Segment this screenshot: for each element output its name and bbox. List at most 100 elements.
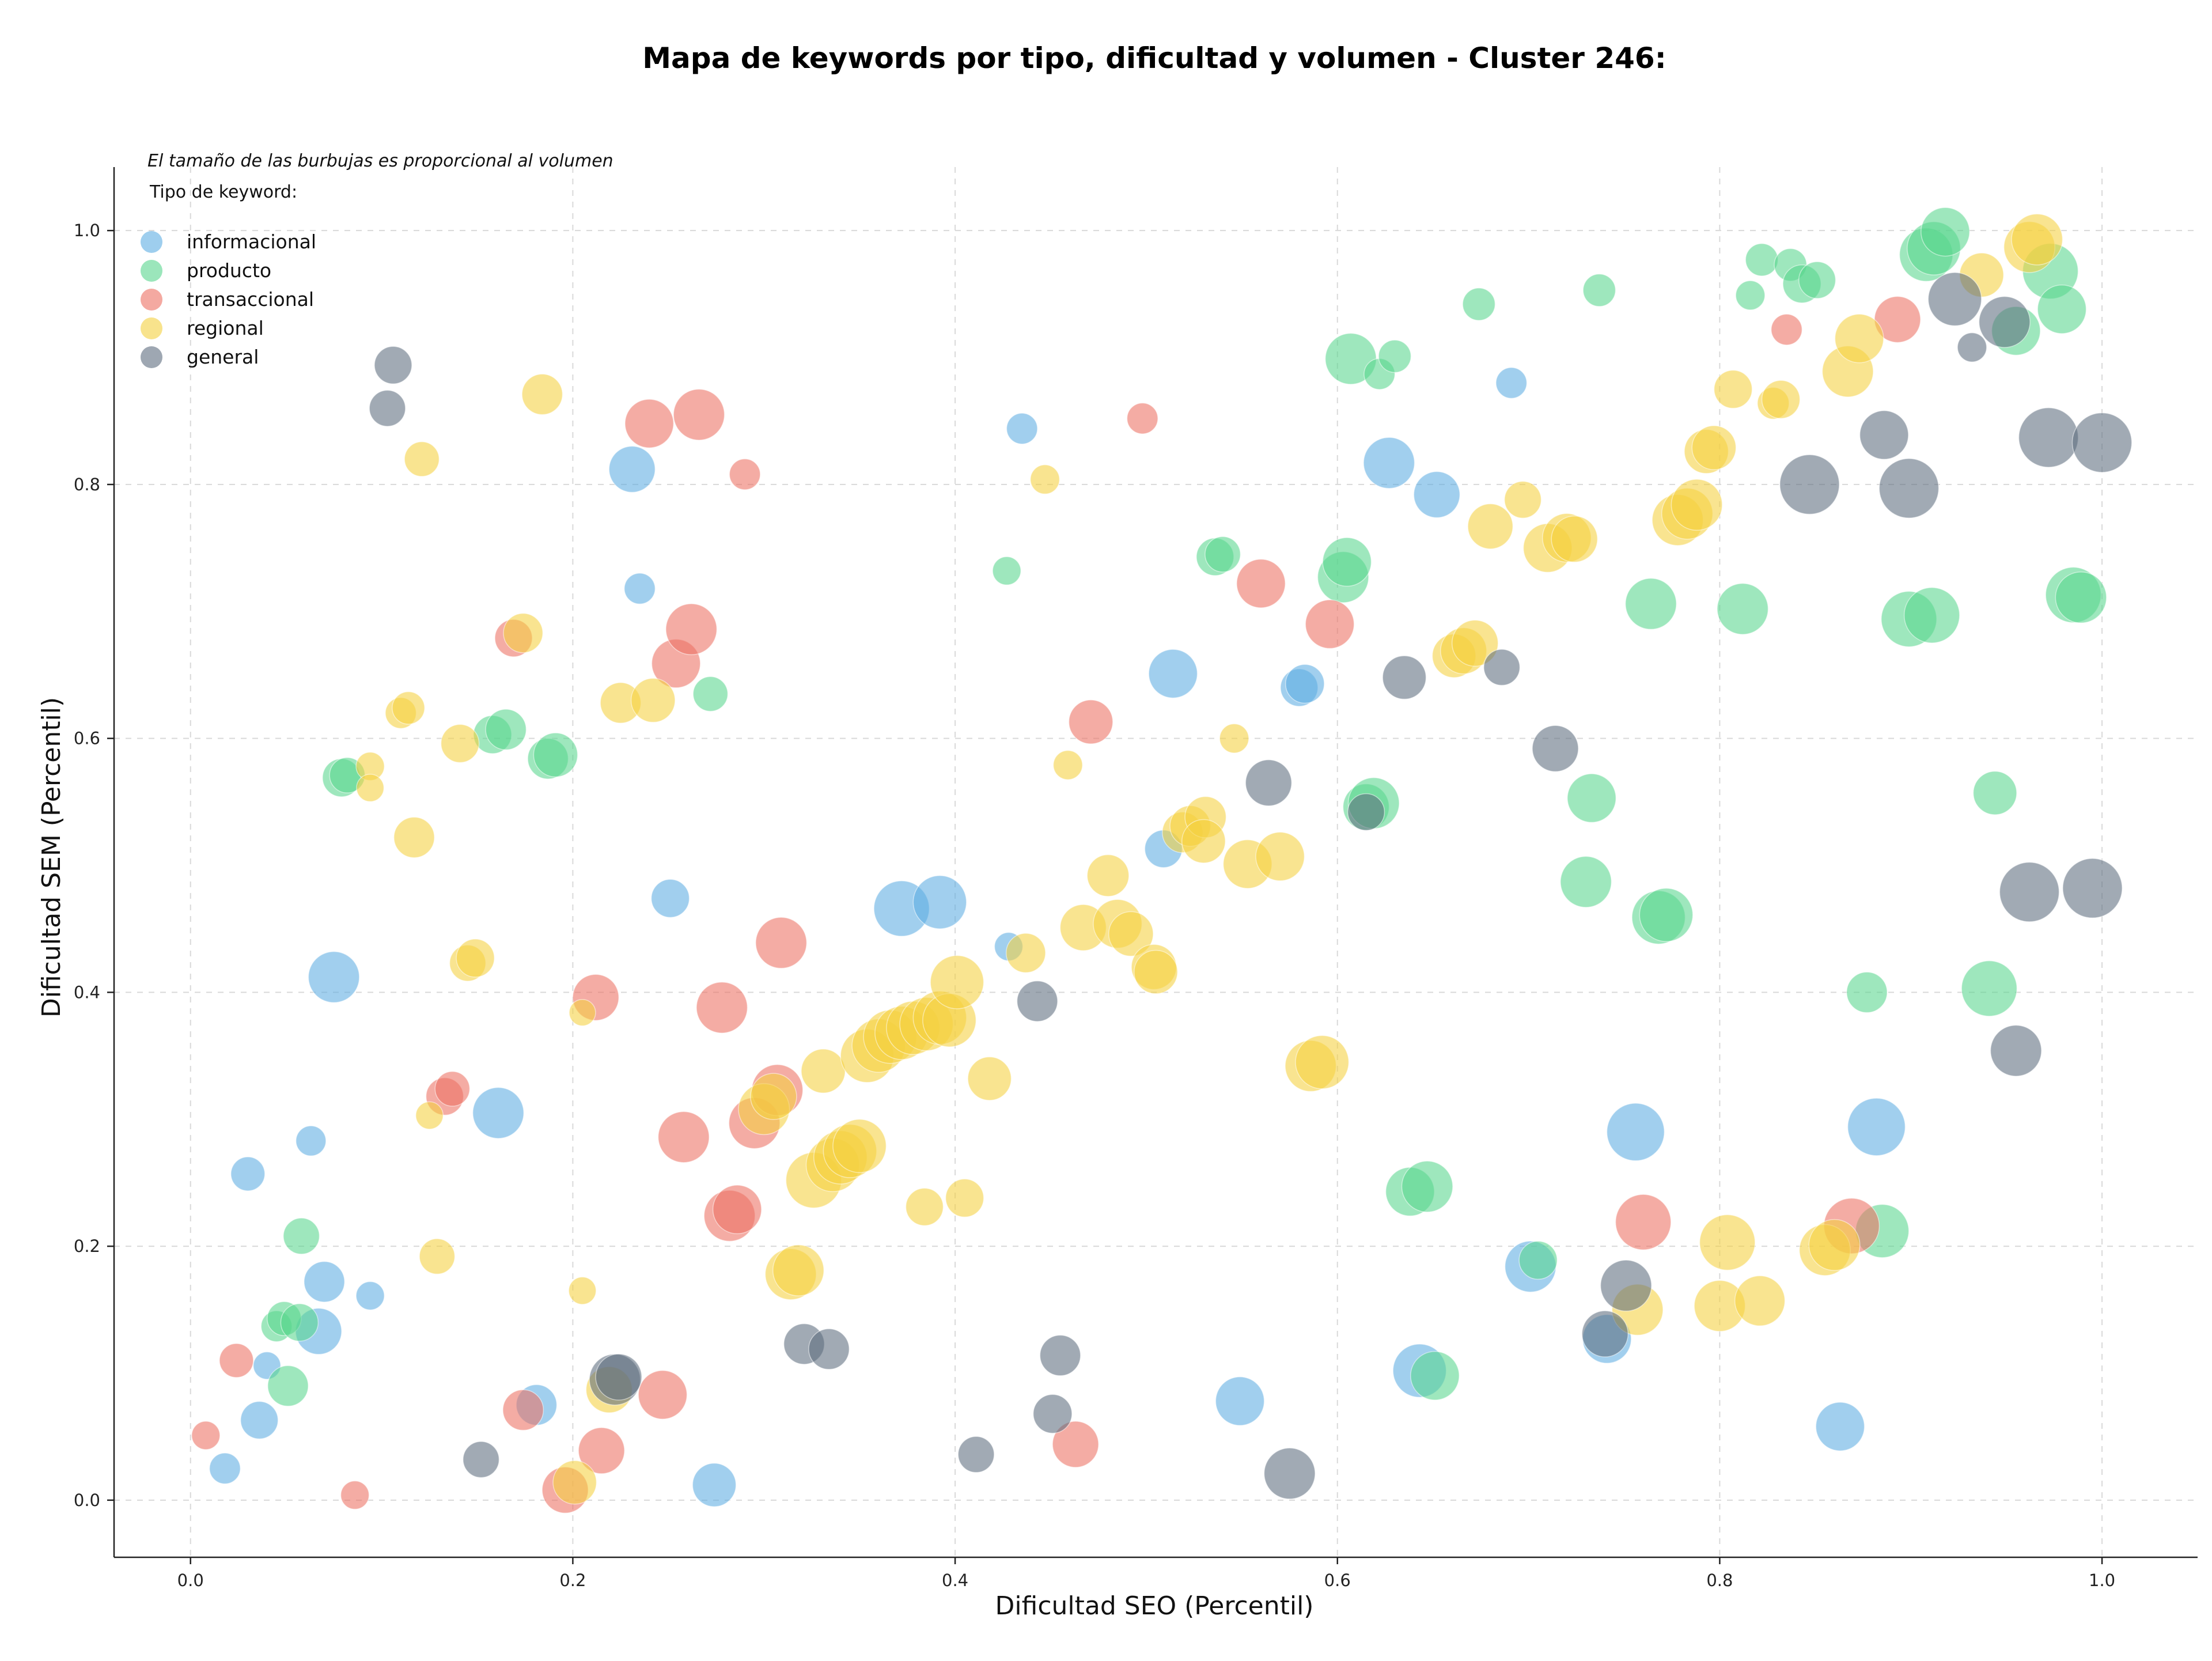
bubble-transaccional (624, 399, 675, 449)
chart-title: Mapa de keywords por tipo, dificultad y … (642, 41, 1666, 75)
bubble-informacional (295, 1125, 327, 1156)
bubble-regional (930, 955, 984, 1009)
bubble-informacional (1363, 437, 1415, 489)
bubble-general (1957, 332, 1987, 362)
bubble-regional (1734, 1275, 1786, 1327)
x-tick-label: 0.0 (177, 1571, 204, 1590)
bubble-producto (1378, 339, 1412, 373)
bubble-general (2071, 412, 2133, 473)
bubble-producto (2037, 284, 2087, 334)
bubble-regional (1671, 479, 1723, 531)
bubble-general (1039, 1334, 1081, 1376)
x-tick-label: 0.6 (1324, 1571, 1351, 1590)
bubble-informacional (1413, 471, 1461, 519)
x-tick-label: 0.4 (942, 1571, 968, 1590)
bubble-informacional (1148, 649, 1198, 699)
bubble-regional (832, 1119, 887, 1173)
bubble-transaccional (1126, 402, 1158, 434)
legend-label: general (187, 346, 259, 368)
bubble-layer (191, 207, 2133, 1514)
bubble-informacional (209, 1452, 241, 1485)
bubble-general (1999, 861, 2060, 922)
bubble-regional (1134, 949, 1178, 994)
bubble-transaccional (1052, 1421, 1099, 1468)
bubble-regional (1181, 819, 1226, 864)
bubble-regional (801, 1049, 846, 1094)
bubble-general (1382, 655, 1427, 700)
x-tick-label: 1.0 (2089, 1571, 2115, 1590)
bubble-general (1483, 649, 1521, 686)
bubble-producto (992, 556, 1021, 586)
legend-marker (141, 231, 162, 253)
bubble-producto (1745, 243, 1779, 277)
bubble-producto (533, 732, 578, 778)
bubble-regional (1761, 380, 1801, 419)
y-tick-label: 0.8 (74, 475, 100, 494)
axes: 0.0 0.2 0.4 0.6 0.8 1.0 0.0 0.2 0.4 0.6 0.8 1.0 (74, 167, 2198, 1590)
bubble-transaccional (1771, 313, 1803, 346)
bubble-informacional (1606, 1103, 1665, 1161)
bubble-transaccional (340, 1480, 370, 1510)
bubble-transaccional (578, 1427, 625, 1474)
bubble-transaccional (219, 1343, 254, 1378)
legend-marker (141, 260, 162, 282)
bubble-regional (772, 1244, 824, 1296)
bubble-transaccional (1236, 558, 1286, 608)
bubble-producto (267, 1365, 309, 1407)
bubble-regional (1005, 933, 1046, 973)
bubble-general (1990, 1024, 2042, 1077)
bubble-regional (440, 724, 480, 763)
y-axis-label: Dificultad SEM (Percentil) (37, 697, 66, 1017)
bubble-regional (521, 373, 563, 415)
bubble-transaccional (712, 1185, 762, 1235)
legend-label: transaccional (187, 288, 314, 311)
bubble-regional (456, 939, 495, 978)
bubble-transaccional (502, 1389, 544, 1431)
bubble-regional (1451, 619, 1499, 667)
bubble-producto (1560, 856, 1612, 908)
bubble-informacional (1285, 664, 1325, 704)
bubble-regional (1551, 515, 1598, 563)
bubble-regional (503, 612, 543, 653)
bubble-transaccional (755, 917, 808, 969)
bubble-informacional (1815, 1402, 1865, 1451)
bubble-regional (1699, 1214, 1756, 1271)
y-tick-label: 0.6 (74, 729, 100, 748)
bubble-producto (1518, 1240, 1558, 1280)
bubble-regional (1255, 831, 1305, 881)
y-tick-label: 0.2 (74, 1236, 100, 1256)
bubble-regional (1108, 911, 1154, 957)
bubble-producto (1322, 537, 1372, 587)
bubble-regional (1503, 480, 1542, 519)
bubble-transaccional (657, 1111, 710, 1163)
bubble-informacional (912, 875, 967, 929)
bubble-transaccional (434, 1071, 471, 1107)
bubble-general (1600, 1259, 1652, 1312)
bubble-general (1978, 296, 2031, 348)
bubble-producto (485, 709, 527, 751)
bubble-regional (415, 1101, 444, 1130)
bubble-general (1263, 1447, 1316, 1500)
bubble-general (1859, 410, 1909, 460)
bubble-regional (1219, 723, 1249, 754)
bubble-transaccional (191, 1421, 221, 1450)
bubble-regional (2011, 213, 2063, 266)
legend-label: regional (187, 317, 264, 339)
bubble-general (595, 1353, 642, 1401)
bubble-regional (630, 678, 676, 723)
bubble-producto (1462, 287, 1496, 321)
bubble-general (1532, 725, 1579, 773)
bubble-general (1581, 1310, 1629, 1357)
bubble-informacional (240, 1401, 279, 1440)
bubble-transaccional (696, 981, 748, 1034)
bubble-regional (1029, 464, 1060, 495)
bubble-producto (1205, 536, 1241, 573)
bubble-regional (569, 999, 596, 1027)
bubble-producto (1401, 1160, 1453, 1213)
bubble-producto (1903, 587, 1960, 644)
bubble-producto (2055, 572, 2107, 624)
bubble-informacional (1495, 367, 1528, 399)
bubble-regional (1295, 1035, 1350, 1089)
bubble-informacional (230, 1156, 266, 1191)
bubble-informacional (304, 1261, 345, 1303)
